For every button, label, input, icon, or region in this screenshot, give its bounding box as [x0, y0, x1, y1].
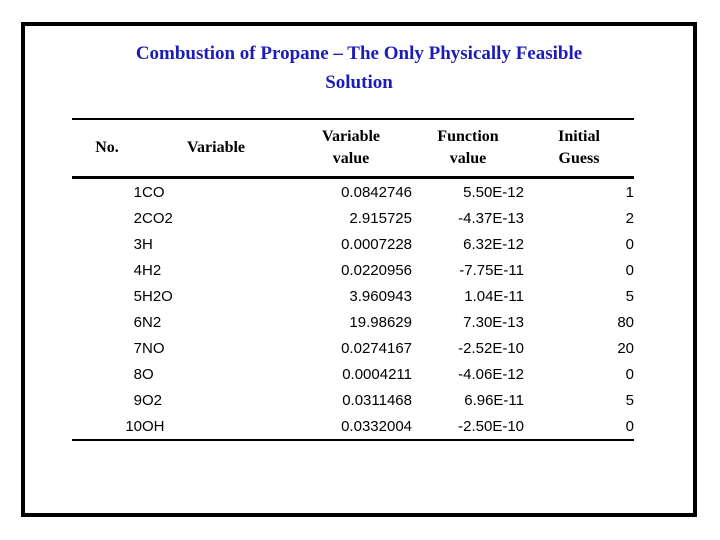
- table-cell-initial-guess: 0: [524, 413, 634, 441]
- table-cell-variable-value: 2.915725: [349, 209, 412, 227]
- table-cell-function-value: 6.96E-11: [464, 391, 524, 409]
- table-cell-function-value: 6.32E-12: [463, 235, 524, 253]
- table-cell-no: 1: [133, 183, 142, 201]
- table-cell-no: 10: [72, 413, 142, 441]
- column-header-variable-value: Variable value: [290, 119, 412, 179]
- table-cell-initial-guess: 0: [625, 365, 634, 383]
- table-cell-variable: O: [142, 365, 154, 383]
- table-cell-variable-value: 19.98629: [349, 313, 412, 331]
- solution-table: No. Variable Variable value Function value Ini…: [72, 118, 634, 441]
- column-header-function-value-text: Function: [437, 128, 499, 146]
- table-cell-function-value: -4.06E-12: [458, 365, 524, 383]
- table-row: 2 CO2 2.915725 -4.37E-13 2: [72, 205, 634, 231]
- table-cell-variable: H: [142, 235, 153, 253]
- table-cell-variable-value: 0.0311468: [342, 391, 412, 409]
- slide-frame: Combustion of Propane – The Only Physica…: [21, 22, 697, 517]
- table-cell-variable-value: 0.0004211: [342, 365, 412, 383]
- column-header-variable: Variable: [142, 119, 290, 179]
- table-cell-function-value: -2.52E-10: [458, 339, 524, 357]
- table-header-row: No. Variable Variable value Function value Ini…: [72, 119, 634, 179]
- column-header-no: No.: [72, 119, 142, 179]
- table-cell-initial-guess: 1: [625, 183, 634, 201]
- table-cell-no: 2: [133, 209, 142, 227]
- table-cell-initial-guess: 80: [617, 313, 634, 331]
- table-row: 4 H2 0.0220956 -7.75E-11 0: [72, 257, 634, 283]
- table-cell-function-value: -4.37E-13: [458, 209, 524, 227]
- table-cell-initial-guess: 5: [625, 287, 634, 305]
- column-header-variable-value-text: Variable: [321, 128, 381, 146]
- table-cell-function-value: 5.50E-12: [463, 183, 524, 201]
- table-cell-variable: O2: [142, 391, 163, 409]
- table-cell-variable-value: 0.0332004: [290, 413, 412, 441]
- table-cell-variable-value: 0.0007228: [341, 235, 412, 253]
- table-cell-function-value: 7.30E-13: [463, 313, 524, 331]
- column-header-no-text: No.: [95, 139, 119, 157]
- table-cell-initial-guess: 5: [625, 391, 634, 409]
- table-row: 1 CO 0.0842746 5.50E-12 1: [72, 178, 634, 206]
- table-head: No. Variable Variable value Function value Ini…: [72, 119, 634, 179]
- column-header-initial-guess: Initial Guess: [524, 119, 634, 179]
- slide-title-line-2: Solution: [325, 72, 393, 93]
- table-cell-variable: CO2: [142, 209, 173, 227]
- column-header-function-value: Function value: [412, 119, 524, 179]
- table-cell-variable-value: 0.0220956: [341, 261, 412, 279]
- table-cell-no: 8: [133, 365, 142, 383]
- table-row: 7 NO 0.0274167 -2.52E-10 20: [72, 335, 634, 361]
- table-cell-variable-value: 0.0842746: [341, 183, 412, 201]
- table-body: 1 CO 0.0842746 5.50E-12 1 2 CO2 2.915725 -4.37E-…: [72, 178, 634, 441]
- table-cell-no: 5: [133, 287, 142, 305]
- table-cell-no: 4: [133, 261, 142, 279]
- table-cell-variable: H2O: [142, 287, 173, 305]
- table-cell-no: 7: [133, 339, 142, 357]
- slide-title-line-1: Combustion of Propane – The Only Physica…: [135, 43, 583, 64]
- table-cell-initial-guess: 0: [625, 235, 634, 253]
- slide-title: Combustion of Propane – The Only Physica…: [37, 39, 681, 97]
- table-row: 3 H 0.0007228 6.32E-12 0: [72, 231, 634, 257]
- table-cell-function-value: -2.50E-10: [412, 413, 524, 441]
- table-cell-function-value: -7.75E-11: [459, 261, 524, 279]
- column-header-variable-value-text: value: [332, 150, 370, 167]
- table-cell-no: 9: [133, 391, 142, 409]
- table-cell-variable: NO: [142, 339, 165, 357]
- column-header-function-value-text: value: [449, 150, 487, 167]
- table-row: 8 O 0.0004211 -4.06E-12 0: [72, 361, 634, 387]
- table-row: 6 N2 19.98629 7.30E-13 80: [72, 309, 634, 335]
- table-row: 10 OH 0.0332004 -2.50E-10 0: [72, 413, 634, 441]
- table-cell-initial-guess: 0: [625, 261, 634, 279]
- column-header-initial-guess-text: Initial: [558, 128, 600, 146]
- table-row: 9 O2 0.0311468 6.96E-11 5: [72, 387, 634, 413]
- table-cell-initial-guess: 20: [617, 339, 634, 357]
- table-cell-variable: H2: [142, 261, 162, 279]
- column-header-initial-guess-text: Guess: [558, 150, 600, 167]
- table-cell-variable-value: 3.960943: [349, 287, 412, 305]
- table-cell-no: 6: [133, 313, 142, 331]
- table-cell-function-value: 1.04E-11: [464, 287, 524, 305]
- table-cell-variable: CO: [142, 183, 165, 201]
- table-cell-variable: N2: [142, 313, 162, 331]
- table-cell-no: 3: [133, 235, 142, 253]
- table-cell-variable: OH: [142, 413, 290, 441]
- table-cell-variable-value: 0.0274167: [341, 339, 412, 357]
- table-cell-initial-guess: 2: [625, 209, 634, 227]
- table-row: 5 H2O 3.960943 1.04E-11 5: [72, 283, 634, 309]
- column-header-variable-text: Variable: [186, 139, 246, 157]
